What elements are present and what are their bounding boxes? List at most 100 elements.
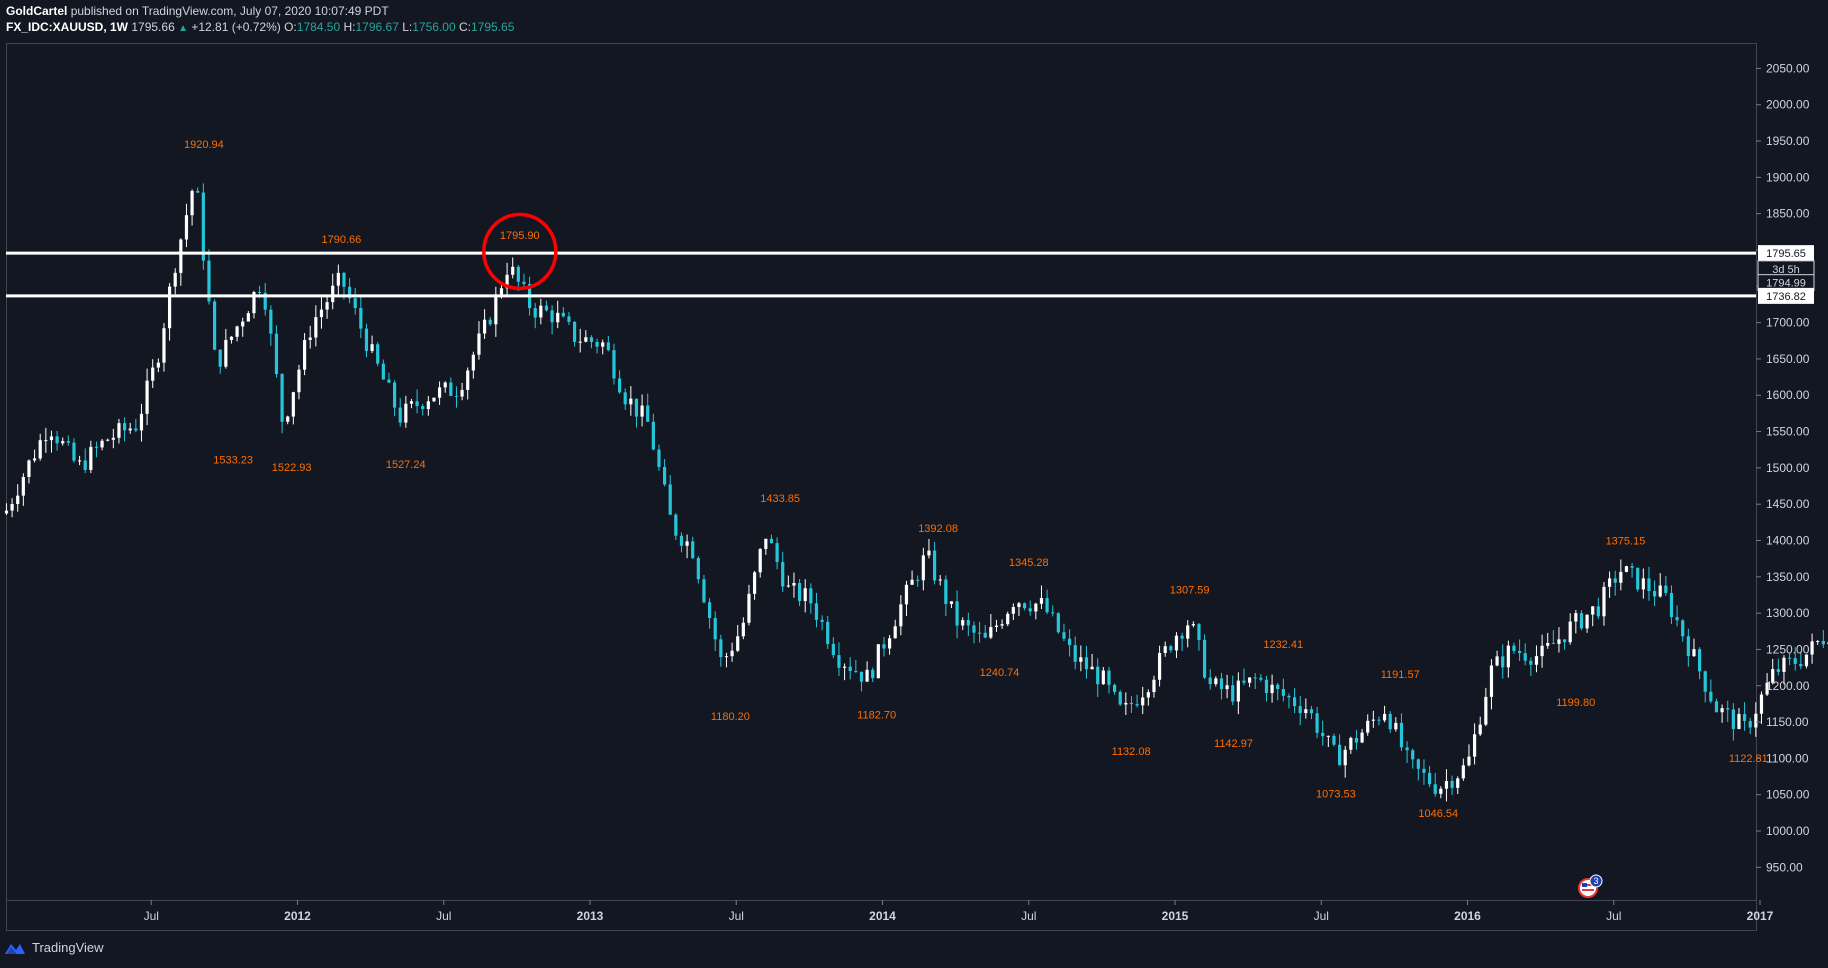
candle-body: [302, 339, 307, 370]
x-tick-label: Jul: [1314, 909, 1329, 923]
x-tick-label: Jul: [1021, 909, 1036, 923]
price-annotation: 1240.74: [980, 667, 1020, 679]
candle-body: [314, 317, 318, 338]
candle-body: [1759, 694, 1764, 714]
price-axis-label: 1736.82: [1766, 291, 1806, 303]
candle-body: [769, 538, 774, 544]
y-tick-label: 1000.00: [1766, 824, 1810, 838]
candle-body: [1636, 567, 1640, 590]
candle-body: [859, 671, 864, 682]
candle-body: [1737, 714, 1741, 729]
candle-body: [1771, 669, 1775, 683]
price-annotation: 1232.41: [1263, 639, 1303, 651]
x-tick-label: 2013: [577, 909, 604, 923]
time-axis[interactable]: Jul 2012 Jul 2013 Jul 2014 Jul 2015 Jul 2016 Jul 20…: [144, 900, 1828, 923]
candle-body: [224, 339, 228, 367]
candle-body: [1343, 749, 1347, 766]
x-tick-label: 2017: [1747, 909, 1774, 923]
candle-body: [122, 423, 127, 431]
candle-body: [454, 395, 459, 397]
candle-body: [1163, 646, 1167, 653]
candle-body: [1472, 734, 1477, 757]
candle-body: [1754, 713, 1758, 728]
candle-body: [1101, 670, 1105, 685]
candle-body: [100, 440, 104, 448]
candle-body: [1006, 613, 1010, 625]
candle-body: [994, 625, 999, 628]
candle-body: [741, 622, 745, 637]
candle-body: [983, 632, 987, 638]
candle-body: [66, 441, 70, 443]
symbol-label[interactable]: FX_IDC:XAUUSD, 1W: [6, 20, 129, 34]
candle-body: [1191, 624, 1195, 626]
candle-body: [370, 344, 374, 352]
candle-body: [1574, 613, 1578, 622]
author-name[interactable]: GoldCartel: [6, 4, 68, 18]
y-tick-label: 1600.00: [1766, 388, 1810, 402]
candle-body: [342, 272, 346, 287]
candle-body: [1079, 657, 1083, 662]
candle-body: [4, 510, 9, 514]
y-tick-label: 2050.00: [1766, 61, 1810, 75]
candle-body: [1090, 666, 1094, 670]
price-annotation: 1122.81: [1729, 753, 1768, 765]
candle-body: [640, 405, 644, 417]
candle-body: [1669, 592, 1674, 618]
candle-body: [488, 319, 492, 325]
price-axis[interactable]: 950.00 1000.00 1050.00 1100.00 1150.00 1200.0…: [1756, 61, 1815, 874]
candle-body: [1613, 578, 1617, 583]
x-tick-label: Jul: [1606, 909, 1621, 923]
candle-body: [145, 380, 149, 414]
candle-body: [572, 321, 577, 342]
candle-body: [556, 312, 560, 323]
candle-body: [533, 308, 537, 318]
y-tick-label: 1400.00: [1766, 533, 1810, 547]
last-price: 1795.66: [131, 20, 175, 34]
candle-body: [938, 579, 942, 581]
candle-body: [359, 307, 363, 329]
candle-body: [1382, 713, 1387, 721]
us-flag-icon[interactable]: 3: [1578, 874, 1603, 898]
candle-body: [1039, 597, 1044, 604]
candle-body: [1169, 646, 1173, 651]
candle-body: [229, 336, 234, 340]
price-annotation: 1191.57: [1381, 669, 1420, 681]
candle-body: [443, 382, 447, 388]
candle-body: [1208, 677, 1212, 685]
candle-body: [758, 548, 762, 573]
tradingview-logo-icon[interactable]: [4, 941, 26, 955]
candle-body: [1394, 722, 1398, 730]
candle-body: [1602, 586, 1606, 617]
candle-body: [1112, 684, 1117, 692]
candle-body: [1726, 708, 1730, 710]
candle-body: [691, 541, 695, 559]
candle-body: [792, 582, 796, 586]
candle-body: [466, 370, 470, 390]
candle-body: [1124, 702, 1128, 705]
y-tick-label: 1550.00: [1766, 425, 1810, 439]
candle-body: [764, 538, 768, 549]
candle-body: [1821, 641, 1825, 645]
candle-body: [651, 421, 655, 450]
plot-frame: [6, 43, 1757, 901]
candle-body: [38, 440, 42, 459]
candle-body: [972, 625, 976, 633]
candle-body: [1641, 578, 1645, 590]
candle-body: [1146, 692, 1150, 698]
candle-body: [516, 266, 520, 282]
candle-body: [826, 621, 830, 644]
candle-body: [134, 428, 138, 431]
candle-body: [646, 405, 650, 422]
price-annotation: 1142.97: [1214, 738, 1253, 750]
candle-body: [1562, 639, 1567, 643]
tradingview-brand[interactable]: TradingView: [32, 940, 104, 955]
candle-body: [696, 558, 700, 580]
candle-body: [752, 572, 757, 594]
candle-body: [1247, 677, 1252, 683]
candle-body: [1276, 684, 1280, 690]
candle-body: [893, 626, 897, 639]
price-change: +12.81 (+0.72%): [191, 20, 281, 34]
candle-body: [1776, 669, 1780, 672]
candle-body: [83, 460, 87, 470]
